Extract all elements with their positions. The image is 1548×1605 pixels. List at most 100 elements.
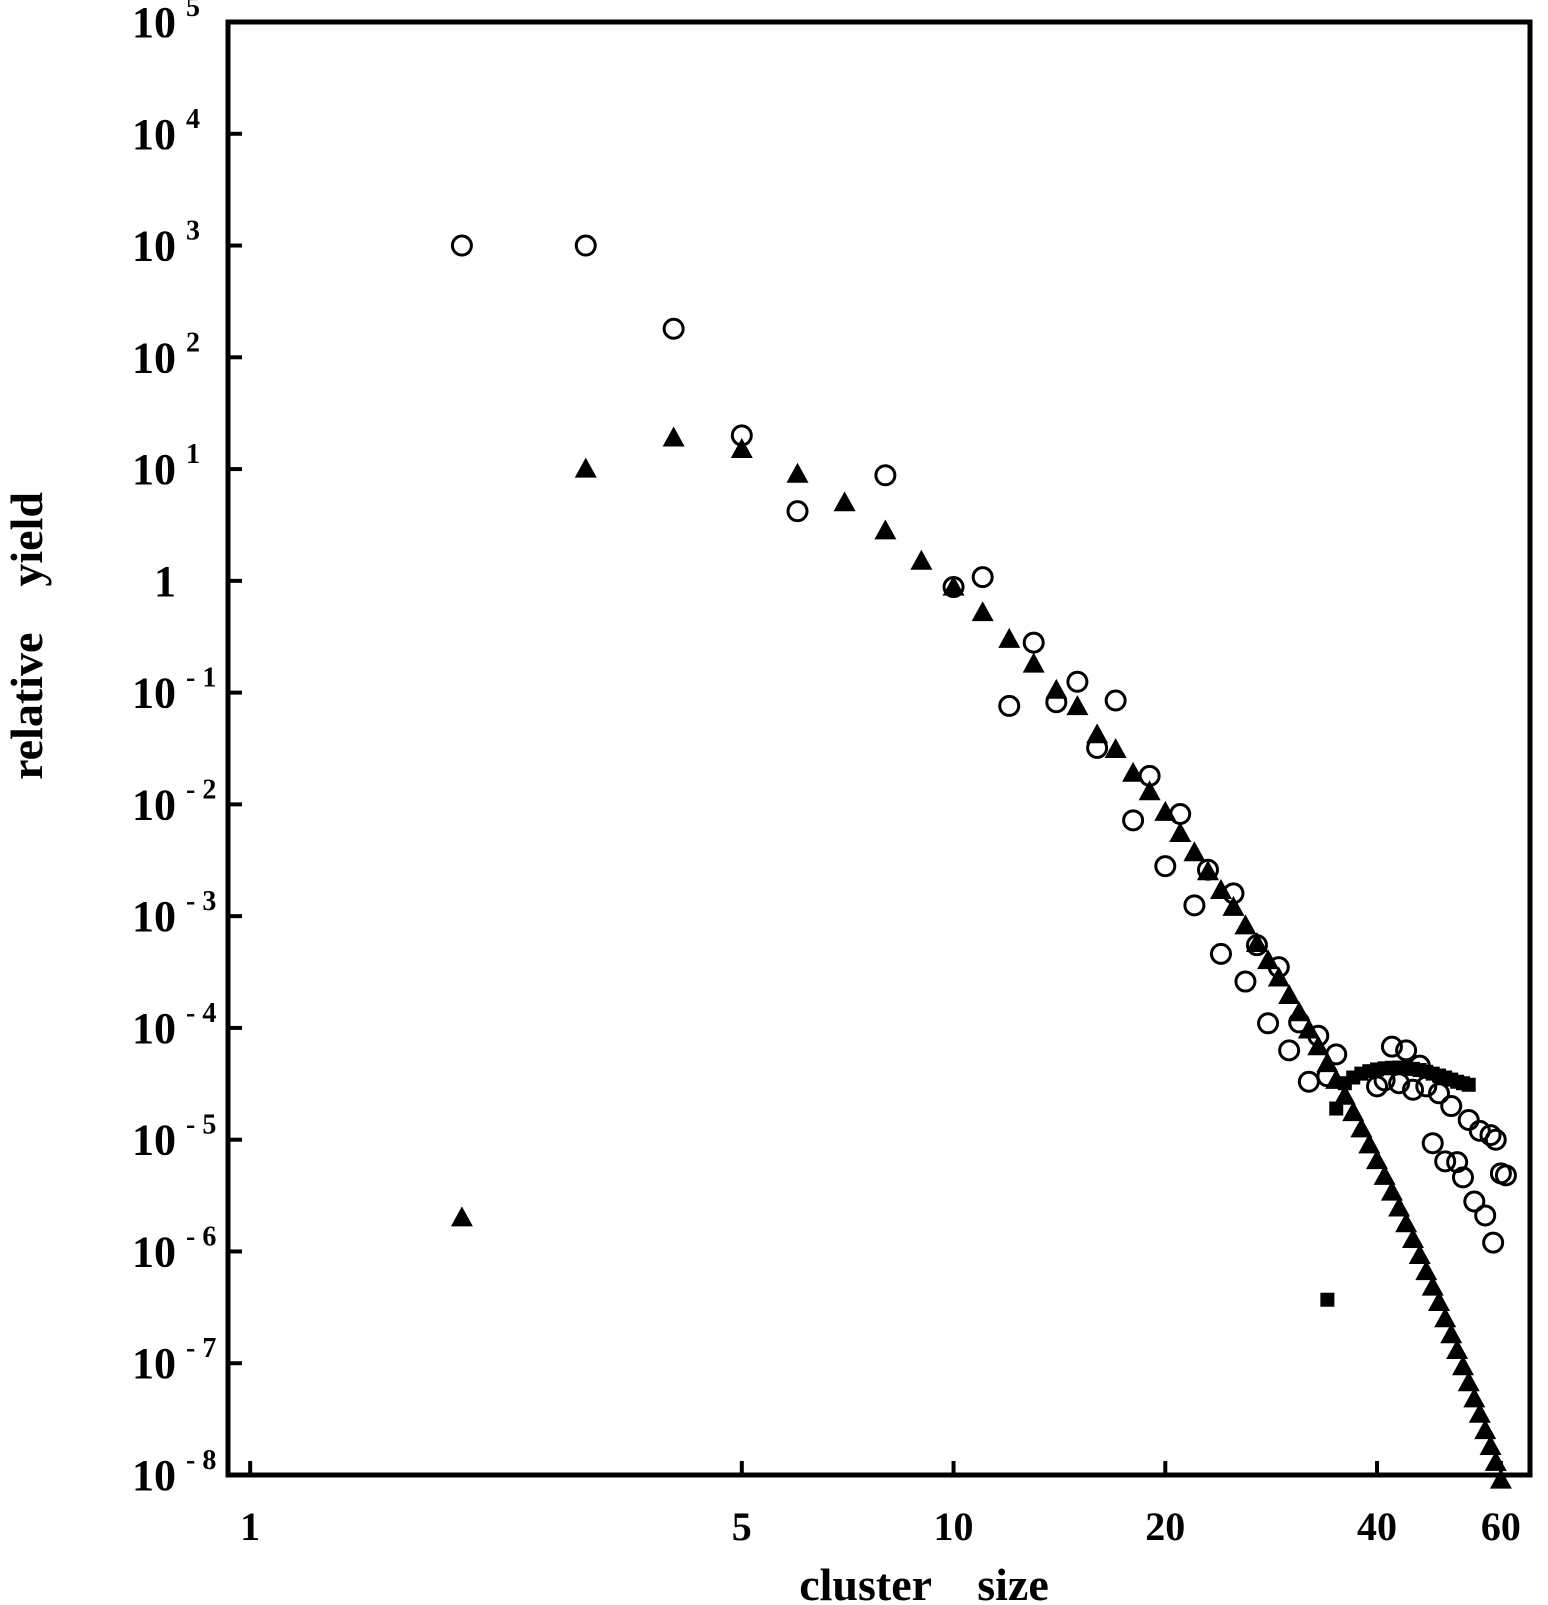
y-tick-exponent: - 5: [186, 1110, 216, 1141]
triangle-point: [1358, 1133, 1381, 1154]
x-tick-label: 60: [1481, 1504, 1521, 1549]
triangle-point: [1333, 1084, 1356, 1105]
triangle-point: [1474, 1419, 1497, 1440]
series-filled-square: [1320, 1060, 1476, 1307]
circle-point: [1104, 689, 1127, 712]
x-tick-label: 20: [1145, 1504, 1185, 1549]
circle-point: [1479, 1124, 1502, 1147]
triangle-point: [1446, 1339, 1469, 1360]
triangle-point: [1463, 1387, 1486, 1408]
circle-point: [1154, 855, 1177, 878]
triangle-point: [1434, 1307, 1457, 1328]
triangle-point: [1066, 695, 1089, 716]
triangle-point: [1278, 984, 1301, 1005]
triangle-point: [910, 549, 933, 570]
square-point: [1329, 1101, 1344, 1116]
y-tick-exponent: - 1: [186, 663, 216, 694]
circle-point: [1022, 631, 1045, 654]
triangle-point: [1257, 949, 1280, 970]
y-tick-label: 10: [132, 1451, 176, 1500]
y-tick-exponent: - 8: [186, 1445, 216, 1476]
data-marks: [450, 234, 1517, 1489]
series-filled-triangle: [450, 426, 1512, 1489]
triangle-point: [1245, 932, 1268, 952]
circle-point: [786, 500, 809, 523]
circle-point: [1380, 1035, 1403, 1058]
triangle-point: [1451, 1355, 1474, 1376]
circle-point: [1463, 1190, 1486, 1213]
triangle-point: [1169, 822, 1192, 842]
circle-point: [1297, 1070, 1320, 1093]
triangle-point: [1402, 1228, 1425, 1249]
plot-frame: [225, 19, 1533, 1478]
y-tick-exponent: - 3: [186, 886, 216, 917]
triangle-point: [1022, 652, 1045, 673]
x-tick-labels: 1 5 10 20 40 60: [240, 1504, 1521, 1549]
y-tick-label: 10: [132, 222, 176, 271]
circle-point: [1278, 1039, 1301, 1062]
triangle-point: [942, 575, 965, 596]
y-tick-exponent: 5: [186, 0, 200, 23]
y-axis-label: relative yield: [1, 492, 52, 780]
triangle-point: [1267, 966, 1290, 987]
y-tick-exponent: - 6: [186, 1221, 216, 1252]
triangle-point: [1457, 1371, 1480, 1392]
triangle-point: [574, 457, 597, 478]
y-tick-exponent: - 7: [186, 1333, 216, 1364]
circle-point: [1440, 1095, 1463, 1118]
triangle-point: [1408, 1244, 1431, 1265]
triangle-point: [1196, 860, 1219, 881]
triangle-point: [1428, 1291, 1451, 1311]
circle-point: [971, 566, 994, 589]
circle-point: [1421, 1132, 1444, 1155]
triangle-point: [1209, 878, 1232, 899]
triangle-point: [1122, 761, 1145, 782]
circle-point: [1402, 1078, 1425, 1101]
circle-point: [662, 317, 685, 340]
y-tick-label: 10: [132, 1339, 176, 1388]
circle-point: [1457, 1109, 1480, 1132]
axis-ticks: [228, 20, 1503, 1477]
triangle-point: [1479, 1435, 1502, 1456]
triangle-point: [730, 437, 753, 458]
triangle-point: [1421, 1275, 1444, 1296]
x-tick-label: 1: [240, 1504, 260, 1549]
triangle-point: [1342, 1101, 1365, 1122]
y-tick-label: 10: [132, 333, 176, 382]
circle-point: [1474, 1204, 1497, 1227]
triangle-point: [971, 601, 994, 622]
triangle-point: [662, 426, 685, 447]
triangle-point: [1415, 1260, 1438, 1281]
x-tick-label: 10: [934, 1504, 974, 1549]
circle-point: [998, 694, 1021, 717]
triangle-point: [1183, 841, 1206, 862]
triangle-point: [1086, 723, 1109, 744]
circle-point: [1451, 1166, 1474, 1189]
circle-point: [1209, 942, 1232, 965]
triangle-point: [1288, 1001, 1311, 1022]
triangle-point: [1373, 1164, 1396, 1185]
triangle-point: [1307, 1035, 1330, 1056]
triangle-point: [1297, 1018, 1320, 1039]
y-tick-label: 10: [132, 0, 176, 47]
y-tick-label: 10: [132, 445, 176, 494]
triangle-point: [1045, 678, 1068, 699]
triangle-point: [1395, 1212, 1418, 1233]
triangle-point: [874, 519, 897, 540]
y-tick-label: 10: [132, 892, 176, 941]
circle-point: [874, 464, 897, 487]
triangle-point: [1154, 800, 1177, 821]
circle-point: [1066, 670, 1089, 693]
y-tick-label: 1: [154, 557, 176, 606]
triangle-point: [1468, 1402, 1491, 1423]
triangle-point: [998, 627, 1021, 648]
circle-point: [1494, 1164, 1517, 1187]
y-tick-label: 10: [132, 1227, 176, 1276]
circle-point: [1122, 809, 1145, 832]
circle-point: [1482, 1231, 1505, 1254]
x-axis-label: cluster size: [799, 1559, 1049, 1605]
y-tick-label: 10: [132, 110, 176, 159]
circle-point: [1234, 970, 1257, 993]
circle-point: [1183, 894, 1206, 917]
circle-point: [1484, 1128, 1507, 1151]
